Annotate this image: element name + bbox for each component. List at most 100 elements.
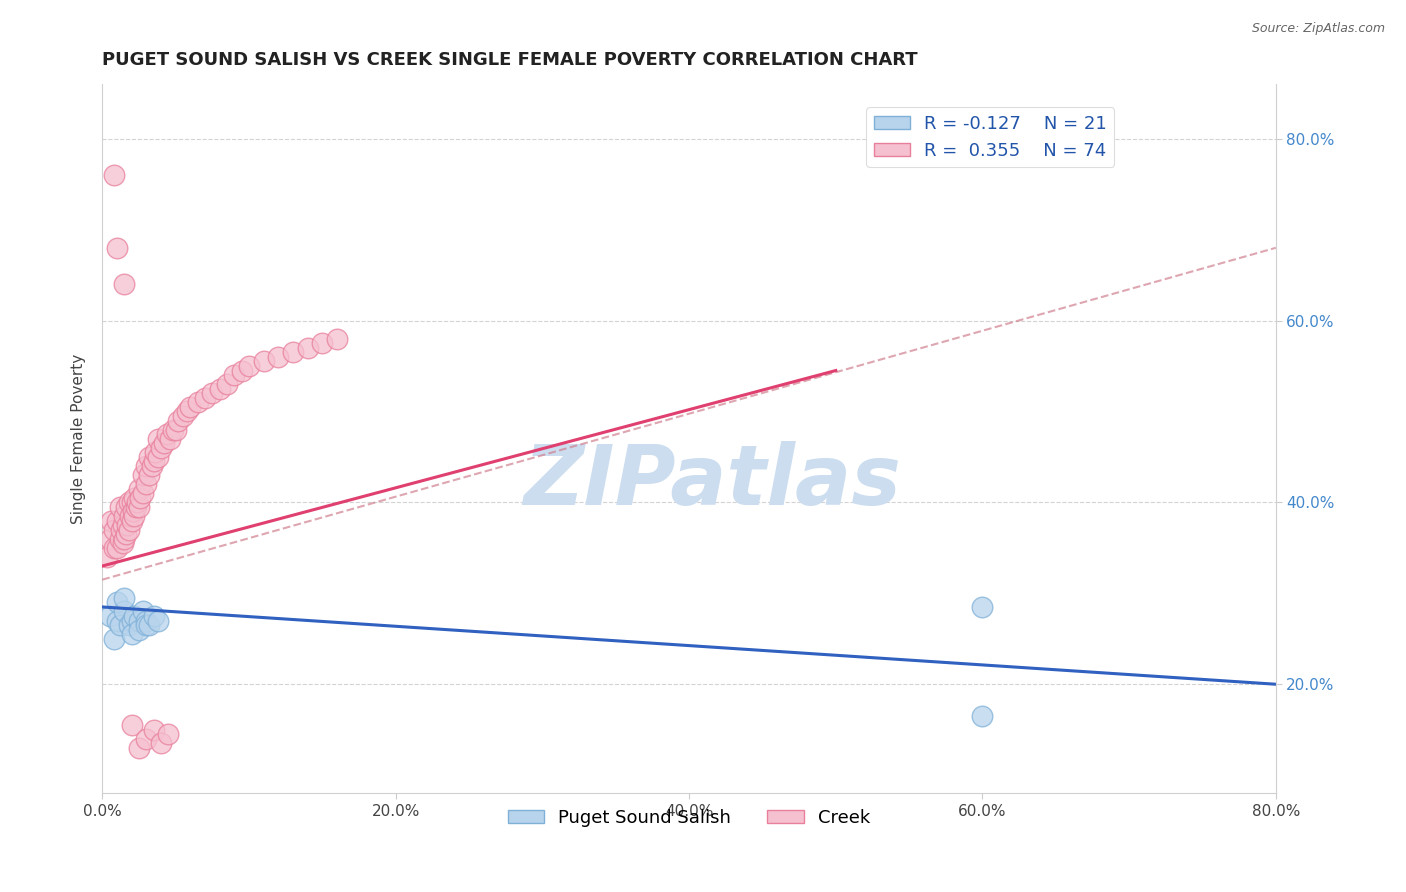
- Point: [138, 450, 160, 464]
- Point: [281, 345, 304, 359]
- Point: [117, 495, 139, 509]
- Point: [117, 618, 139, 632]
- Point: [105, 514, 128, 528]
- Point: [120, 509, 142, 524]
- Y-axis label: Single Female Poverty: Single Female Poverty: [72, 353, 86, 524]
- Point: [125, 500, 148, 514]
- Point: [238, 359, 260, 373]
- Point: [124, 491, 146, 505]
- Point: [142, 454, 165, 468]
- Point: [111, 518, 134, 533]
- Point: [153, 436, 176, 450]
- Point: [122, 504, 145, 518]
- Point: [100, 514, 122, 528]
- Point: [115, 518, 138, 533]
- Point: [103, 523, 125, 537]
- Text: Source: ZipAtlas.com: Source: ZipAtlas.com: [1251, 22, 1385, 36]
- Point: [162, 423, 184, 437]
- Point: [972, 599, 994, 614]
- Point: [112, 277, 135, 292]
- Point: [138, 618, 160, 632]
- Point: [141, 458, 163, 473]
- Point: [111, 536, 134, 550]
- Point: [128, 740, 150, 755]
- Point: [112, 591, 135, 605]
- Point: [121, 718, 143, 732]
- Point: [297, 341, 319, 355]
- Point: [208, 382, 231, 396]
- Point: [108, 618, 131, 632]
- Point: [156, 427, 179, 442]
- Point: [149, 441, 172, 455]
- Text: PUGET SOUND SALISH VS CREEK SINGLE FEMALE POVERTY CORRELATION CHART: PUGET SOUND SALISH VS CREEK SINGLE FEMAL…: [103, 51, 918, 69]
- Point: [167, 413, 190, 427]
- Point: [98, 532, 121, 546]
- Point: [311, 336, 333, 351]
- Point: [142, 723, 165, 737]
- Point: [112, 532, 135, 546]
- Point: [972, 709, 994, 723]
- Point: [103, 168, 125, 182]
- Point: [121, 495, 143, 509]
- Point: [112, 605, 135, 619]
- Point: [132, 605, 155, 619]
- Point: [110, 523, 132, 537]
- Point: [159, 432, 181, 446]
- Point: [105, 614, 128, 628]
- Point: [132, 486, 155, 500]
- Point: [135, 618, 157, 632]
- Point: [179, 400, 201, 414]
- Point: [98, 609, 121, 624]
- Point: [326, 332, 349, 346]
- Point: [267, 350, 290, 364]
- Point: [105, 541, 128, 555]
- Point: [128, 482, 150, 496]
- Point: [105, 595, 128, 609]
- Point: [187, 395, 209, 409]
- Point: [121, 514, 143, 528]
- Point: [121, 614, 143, 628]
- Point: [215, 377, 238, 392]
- Point: [112, 509, 135, 524]
- Point: [194, 391, 217, 405]
- Point: [135, 614, 157, 628]
- Point: [103, 632, 125, 646]
- Point: [103, 541, 125, 555]
- Point: [146, 432, 169, 446]
- Point: [172, 409, 194, 423]
- Point: [135, 477, 157, 491]
- Text: ZIPatlas: ZIPatlas: [523, 441, 901, 522]
- Point: [165, 423, 187, 437]
- Point: [108, 500, 131, 514]
- Point: [128, 614, 150, 628]
- Point: [129, 491, 152, 505]
- Point: [117, 523, 139, 537]
- Point: [121, 627, 143, 641]
- Point: [149, 736, 172, 750]
- Point: [142, 609, 165, 624]
- Point: [252, 354, 274, 368]
- Point: [124, 509, 146, 524]
- Point: [114, 527, 136, 541]
- Point: [114, 500, 136, 514]
- Legend: Puget Sound Salish, Creek: Puget Sound Salish, Creek: [501, 802, 877, 834]
- Point: [146, 450, 169, 464]
- Point: [105, 241, 128, 255]
- Point: [96, 549, 118, 564]
- Point: [146, 614, 169, 628]
- Point: [176, 404, 198, 418]
- Point: [231, 363, 253, 377]
- Point: [128, 500, 150, 514]
- Point: [224, 368, 246, 383]
- Point: [128, 623, 150, 637]
- Point: [157, 727, 180, 741]
- Point: [127, 495, 149, 509]
- Point: [135, 458, 157, 473]
- Point: [124, 609, 146, 624]
- Point: [138, 468, 160, 483]
- Point: [132, 468, 155, 483]
- Point: [143, 445, 166, 459]
- Point: [135, 731, 157, 746]
- Point: [108, 532, 131, 546]
- Point: [201, 386, 224, 401]
